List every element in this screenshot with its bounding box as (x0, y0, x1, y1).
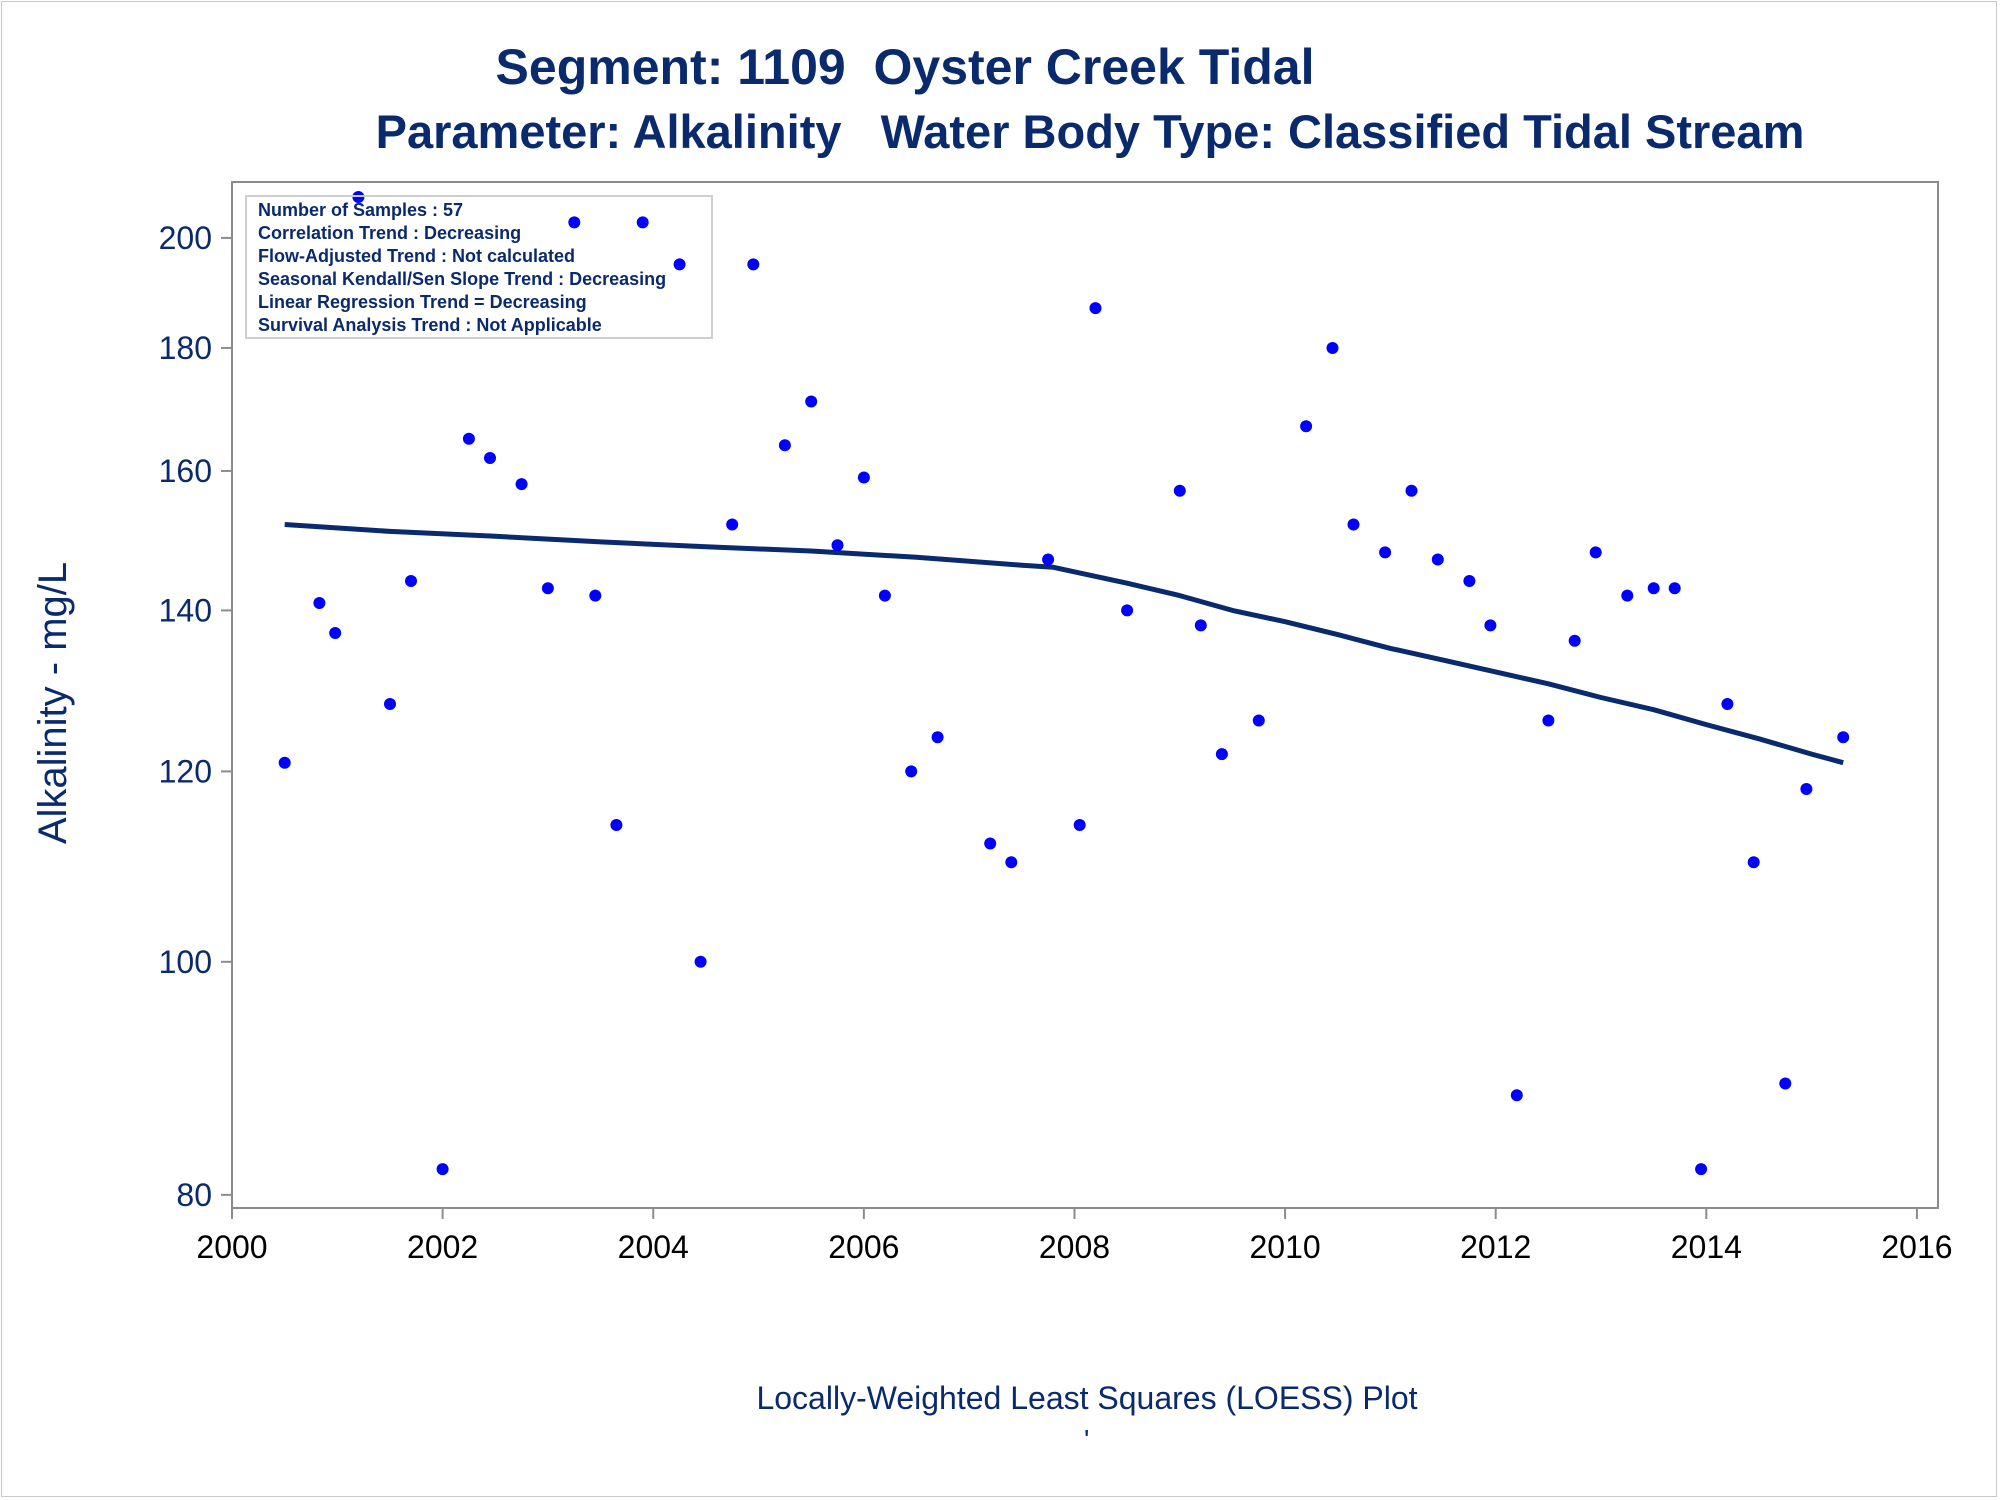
data-point (405, 575, 417, 587)
data-point (1568, 634, 1581, 647)
data-point (1173, 484, 1186, 497)
y-tick-label: 200 (159, 220, 212, 256)
data-point (1379, 546, 1392, 559)
data-point (726, 518, 739, 531)
data-point (541, 582, 554, 595)
data-point (1510, 1089, 1523, 1102)
data-point (436, 1163, 449, 1176)
loess-layer (284, 522, 1844, 766)
data-point (1542, 714, 1555, 727)
data-point (1800, 783, 1813, 795)
inset-line-samples: Number of Samples : 57 (258, 200, 463, 220)
data-point (984, 837, 997, 850)
data-point (1089, 302, 1102, 315)
data-point (462, 432, 475, 445)
data-point (1621, 589, 1634, 602)
plot-area (231, 181, 1939, 1209)
data-point (1431, 553, 1444, 566)
data-point (1668, 582, 1681, 595)
data-point (1589, 546, 1602, 559)
data-point (610, 819, 623, 831)
data-point (278, 756, 291, 769)
inset-line-survival: Survival Analysis Trend : Not Applicable (258, 315, 602, 335)
x-tick-label: 2006 (828, 1229, 899, 1265)
data-point (313, 597, 326, 609)
data-point (1463, 575, 1476, 587)
data-point (1837, 731, 1850, 744)
y-axis-label: Alkalinity - mg/L (31, 562, 75, 844)
data-point (905, 765, 918, 778)
data-point (484, 452, 496, 464)
data-point (805, 395, 818, 408)
y-tick-label: 180 (159, 330, 212, 366)
data-point (857, 471, 870, 484)
y-tick-label: 140 (159, 592, 212, 628)
data-point (1005, 856, 1018, 869)
data-point (1347, 518, 1360, 531)
x-tick-label: 2004 (618, 1229, 689, 1265)
data-point (1300, 420, 1313, 433)
data-point (878, 589, 891, 602)
data-point (1695, 1163, 1708, 1176)
stats-inset: Number of Samples : 57 Correlation Trend… (245, 195, 713, 339)
inset-line-flow-adjusted: Flow-Adjusted Trend : Not calculated (258, 246, 575, 266)
x-axis: 2000 2002 2004 2006 2008 2010 2012 2014 2016 (196, 1208, 1953, 1265)
data-point (1721, 698, 1734, 710)
data-point (1747, 856, 1760, 869)
inset-line-linear-regression: Linear Regression Trend = Decreasing (258, 292, 587, 312)
data-point (589, 589, 602, 602)
inset-line-seasonal-kendall: Seasonal Kendall/Sen Slope Trend : Decre… (258, 269, 666, 289)
data-point (778, 439, 791, 452)
x-tick-label: 2016 (1881, 1229, 1952, 1265)
data-point (329, 627, 342, 639)
data-point (1326, 342, 1339, 354)
data-point (831, 539, 844, 552)
data-point (1042, 553, 1055, 566)
loess-curve (284, 522, 1844, 766)
data-point (1121, 604, 1134, 617)
data-point (515, 478, 528, 491)
data-point (636, 216, 649, 229)
stats-inset-box (245, 195, 713, 339)
y-tick-label: 120 (159, 753, 212, 789)
y-tick-label: 100 (159, 944, 212, 980)
data-point (384, 698, 396, 710)
data-point (1215, 748, 1228, 761)
data-point (747, 258, 760, 271)
x-tick-label: 2012 (1460, 1229, 1531, 1265)
y-tick-label: 160 (159, 453, 212, 489)
data-point (931, 731, 944, 744)
y-axis: 80 100 120 140 160 180 200 (159, 220, 232, 1213)
data-point (1647, 582, 1660, 595)
data-point (1073, 819, 1086, 831)
data-point (568, 216, 581, 229)
data-point (1779, 1077, 1792, 1090)
data-point (1252, 714, 1265, 727)
inset-line-correlation: Correlation Trend : Decreasing (258, 223, 521, 243)
x-tick-label: 2002 (407, 1229, 478, 1265)
footnote-mark: ' (1084, 1424, 1090, 1455)
data-point (1484, 619, 1497, 632)
x-tick-label: 2008 (1039, 1229, 1110, 1265)
x-tick-label: 2014 (1671, 1229, 1742, 1265)
data-point (694, 955, 707, 968)
y-tick-label: 80 (176, 1177, 212, 1213)
x-tick-label: 2000 (196, 1229, 267, 1265)
data-point (1194, 619, 1207, 632)
data-point (1405, 484, 1418, 497)
data-point (673, 258, 686, 271)
points-layer (278, 191, 1850, 1176)
x-tick-label: 2010 (1249, 1229, 1320, 1265)
